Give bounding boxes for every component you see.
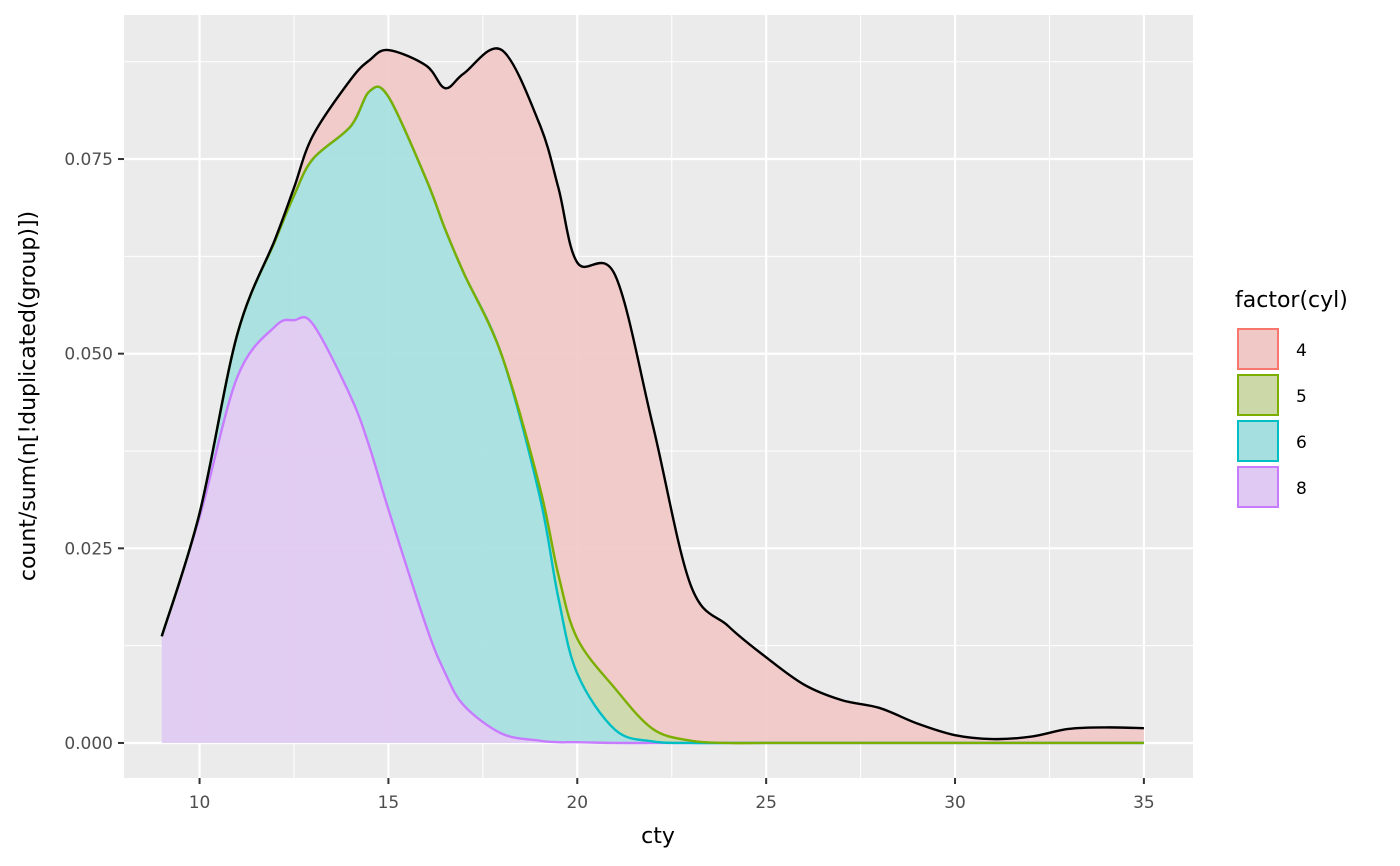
legend-label-8: 8 (1296, 479, 1307, 499)
legend-swatch-4 (1237, 328, 1279, 370)
x-tick-label: 30 (944, 793, 966, 813)
x-axis: 10 15 20 25 30 35 (189, 778, 1155, 813)
area-cyl-6 (161, 86, 1144, 744)
legend-label-6: 6 (1296, 433, 1307, 453)
area-cyl-8 (161, 317, 1144, 744)
y-axis: 0.000 0.025 0.050 0.075 (64, 150, 124, 754)
x-tick-label: 35 (1133, 793, 1155, 813)
x-tick-label: 20 (566, 793, 588, 813)
legend-label-4: 4 (1296, 341, 1307, 361)
density-areas (161, 48, 1144, 744)
area-cyl-4 (161, 48, 1144, 744)
line-cyl-5 (160, 85, 1144, 745)
y-axis-title: count/sum(n[!duplicated(group)]) (16, 211, 41, 581)
legend: factor(cyl) 4 5 6 8 (1235, 288, 1348, 508)
legend-swatch-5 (1237, 374, 1279, 416)
x-tick-label: 10 (189, 793, 211, 813)
y-tick-label: 0.025 (64, 539, 113, 559)
legend-label-5: 5 (1296, 387, 1307, 407)
legend-swatch-6 (1237, 420, 1279, 462)
x-tick-label: 15 (378, 793, 400, 813)
density-outlines (160, 47, 1144, 745)
legend-swatch-8 (1237, 466, 1279, 508)
legend-title: factor(cyl) (1235, 288, 1348, 313)
y-tick-label: 0.000 (64, 734, 113, 754)
x-axis-title: cty (641, 824, 675, 849)
y-tick-label: 0.050 (64, 345, 113, 365)
line-cyl-4 (160, 47, 1144, 741)
x-tick-label: 25 (755, 793, 777, 813)
y-tick-label: 0.075 (64, 150, 113, 170)
